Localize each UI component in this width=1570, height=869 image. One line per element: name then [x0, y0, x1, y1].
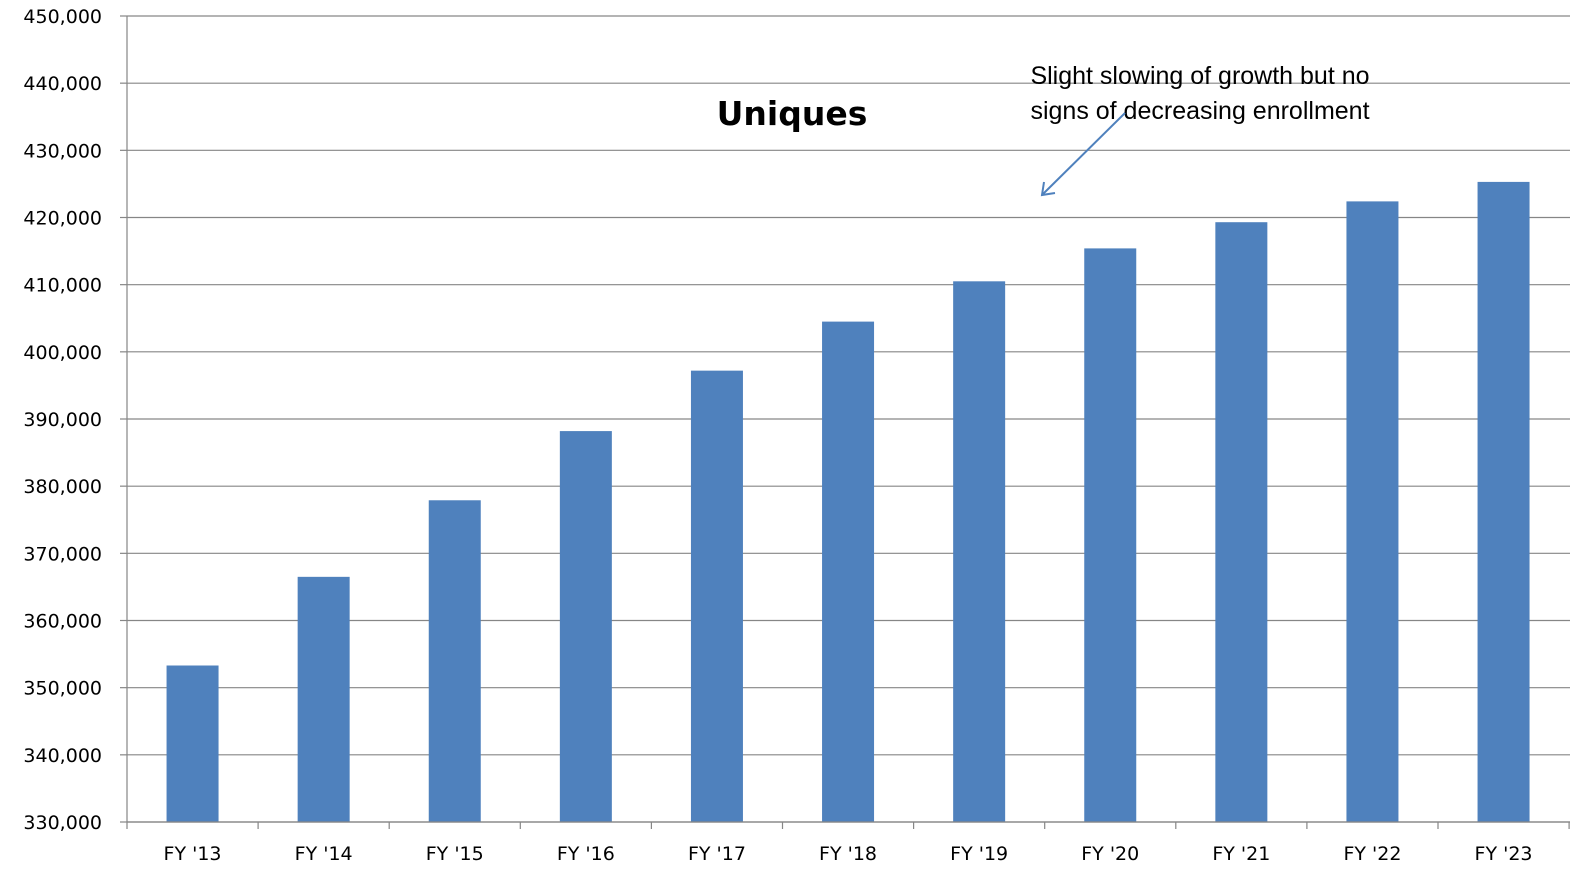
- y-tick-label: 440,000: [23, 73, 102, 95]
- annotation-line-1: Slight slowing of growth but no: [1030, 62, 1369, 90]
- y-tick-labels: 330,000 340,000 350,000 360,000 370,000 380,0…: [23, 6, 102, 834]
- x-tick-label: FY '15: [426, 843, 484, 865]
- bar: [1215, 222, 1268, 822]
- x-tick-label: FY '23: [1475, 843, 1533, 865]
- y-tick-label: 400,000: [23, 342, 102, 364]
- x-tick-label: FY '16: [557, 843, 615, 865]
- bar: [690, 370, 743, 822]
- axes: [120, 15, 1570, 829]
- y-tick-label: 330,000: [23, 812, 102, 834]
- x-tick-label: FY '20: [1081, 843, 1139, 865]
- x-tick-label: FY '21: [1212, 843, 1270, 865]
- bars: [166, 181, 1530, 822]
- x-tick-label: FY '22: [1343, 843, 1401, 865]
- y-tick-label: 390,000: [23, 409, 102, 431]
- x-tick-label: FY '14: [295, 843, 353, 865]
- annotation-arrowhead: [1040, 181, 1056, 197]
- y-tick-label: 380,000: [23, 476, 102, 498]
- bar: [166, 665, 219, 822]
- x-tick-label: FY '17: [688, 843, 746, 865]
- annotation-line-2: signs of decreasing enrollment: [1030, 97, 1369, 125]
- x-tick-labels: FY '13 FY '14 FY '15 FY '16 FY '17 FY '18 FY '…: [164, 843, 1533, 865]
- y-tick-label: 350,000: [23, 678, 102, 700]
- x-tick-label: FY '19: [950, 843, 1008, 865]
- bar: [953, 281, 1006, 822]
- bar: [822, 321, 875, 822]
- bar: [1084, 248, 1137, 822]
- bar: [559, 431, 612, 822]
- x-tick-label: FY '13: [164, 843, 222, 865]
- y-tick-label: 340,000: [23, 745, 102, 767]
- y-tick-label: 420,000: [23, 208, 102, 230]
- chart-title: Uniques: [717, 94, 868, 133]
- y-tick-label: 370,000: [23, 543, 102, 565]
- bar: [1477, 181, 1530, 822]
- y-tick-label: 430,000: [23, 140, 102, 162]
- bar: [297, 576, 350, 822]
- bar: [1346, 201, 1399, 822]
- annotation: Slight slowing of growth but no signs of…: [1030, 62, 1370, 197]
- bar: [428, 500, 481, 822]
- y-tick-label: 410,000: [23, 275, 102, 297]
- y-tick-label: 450,000: [23, 6, 102, 28]
- x-tick-label: FY '18: [819, 843, 877, 865]
- y-tick-label: 360,000: [23, 611, 102, 633]
- annotation-arrow: [1041, 112, 1126, 196]
